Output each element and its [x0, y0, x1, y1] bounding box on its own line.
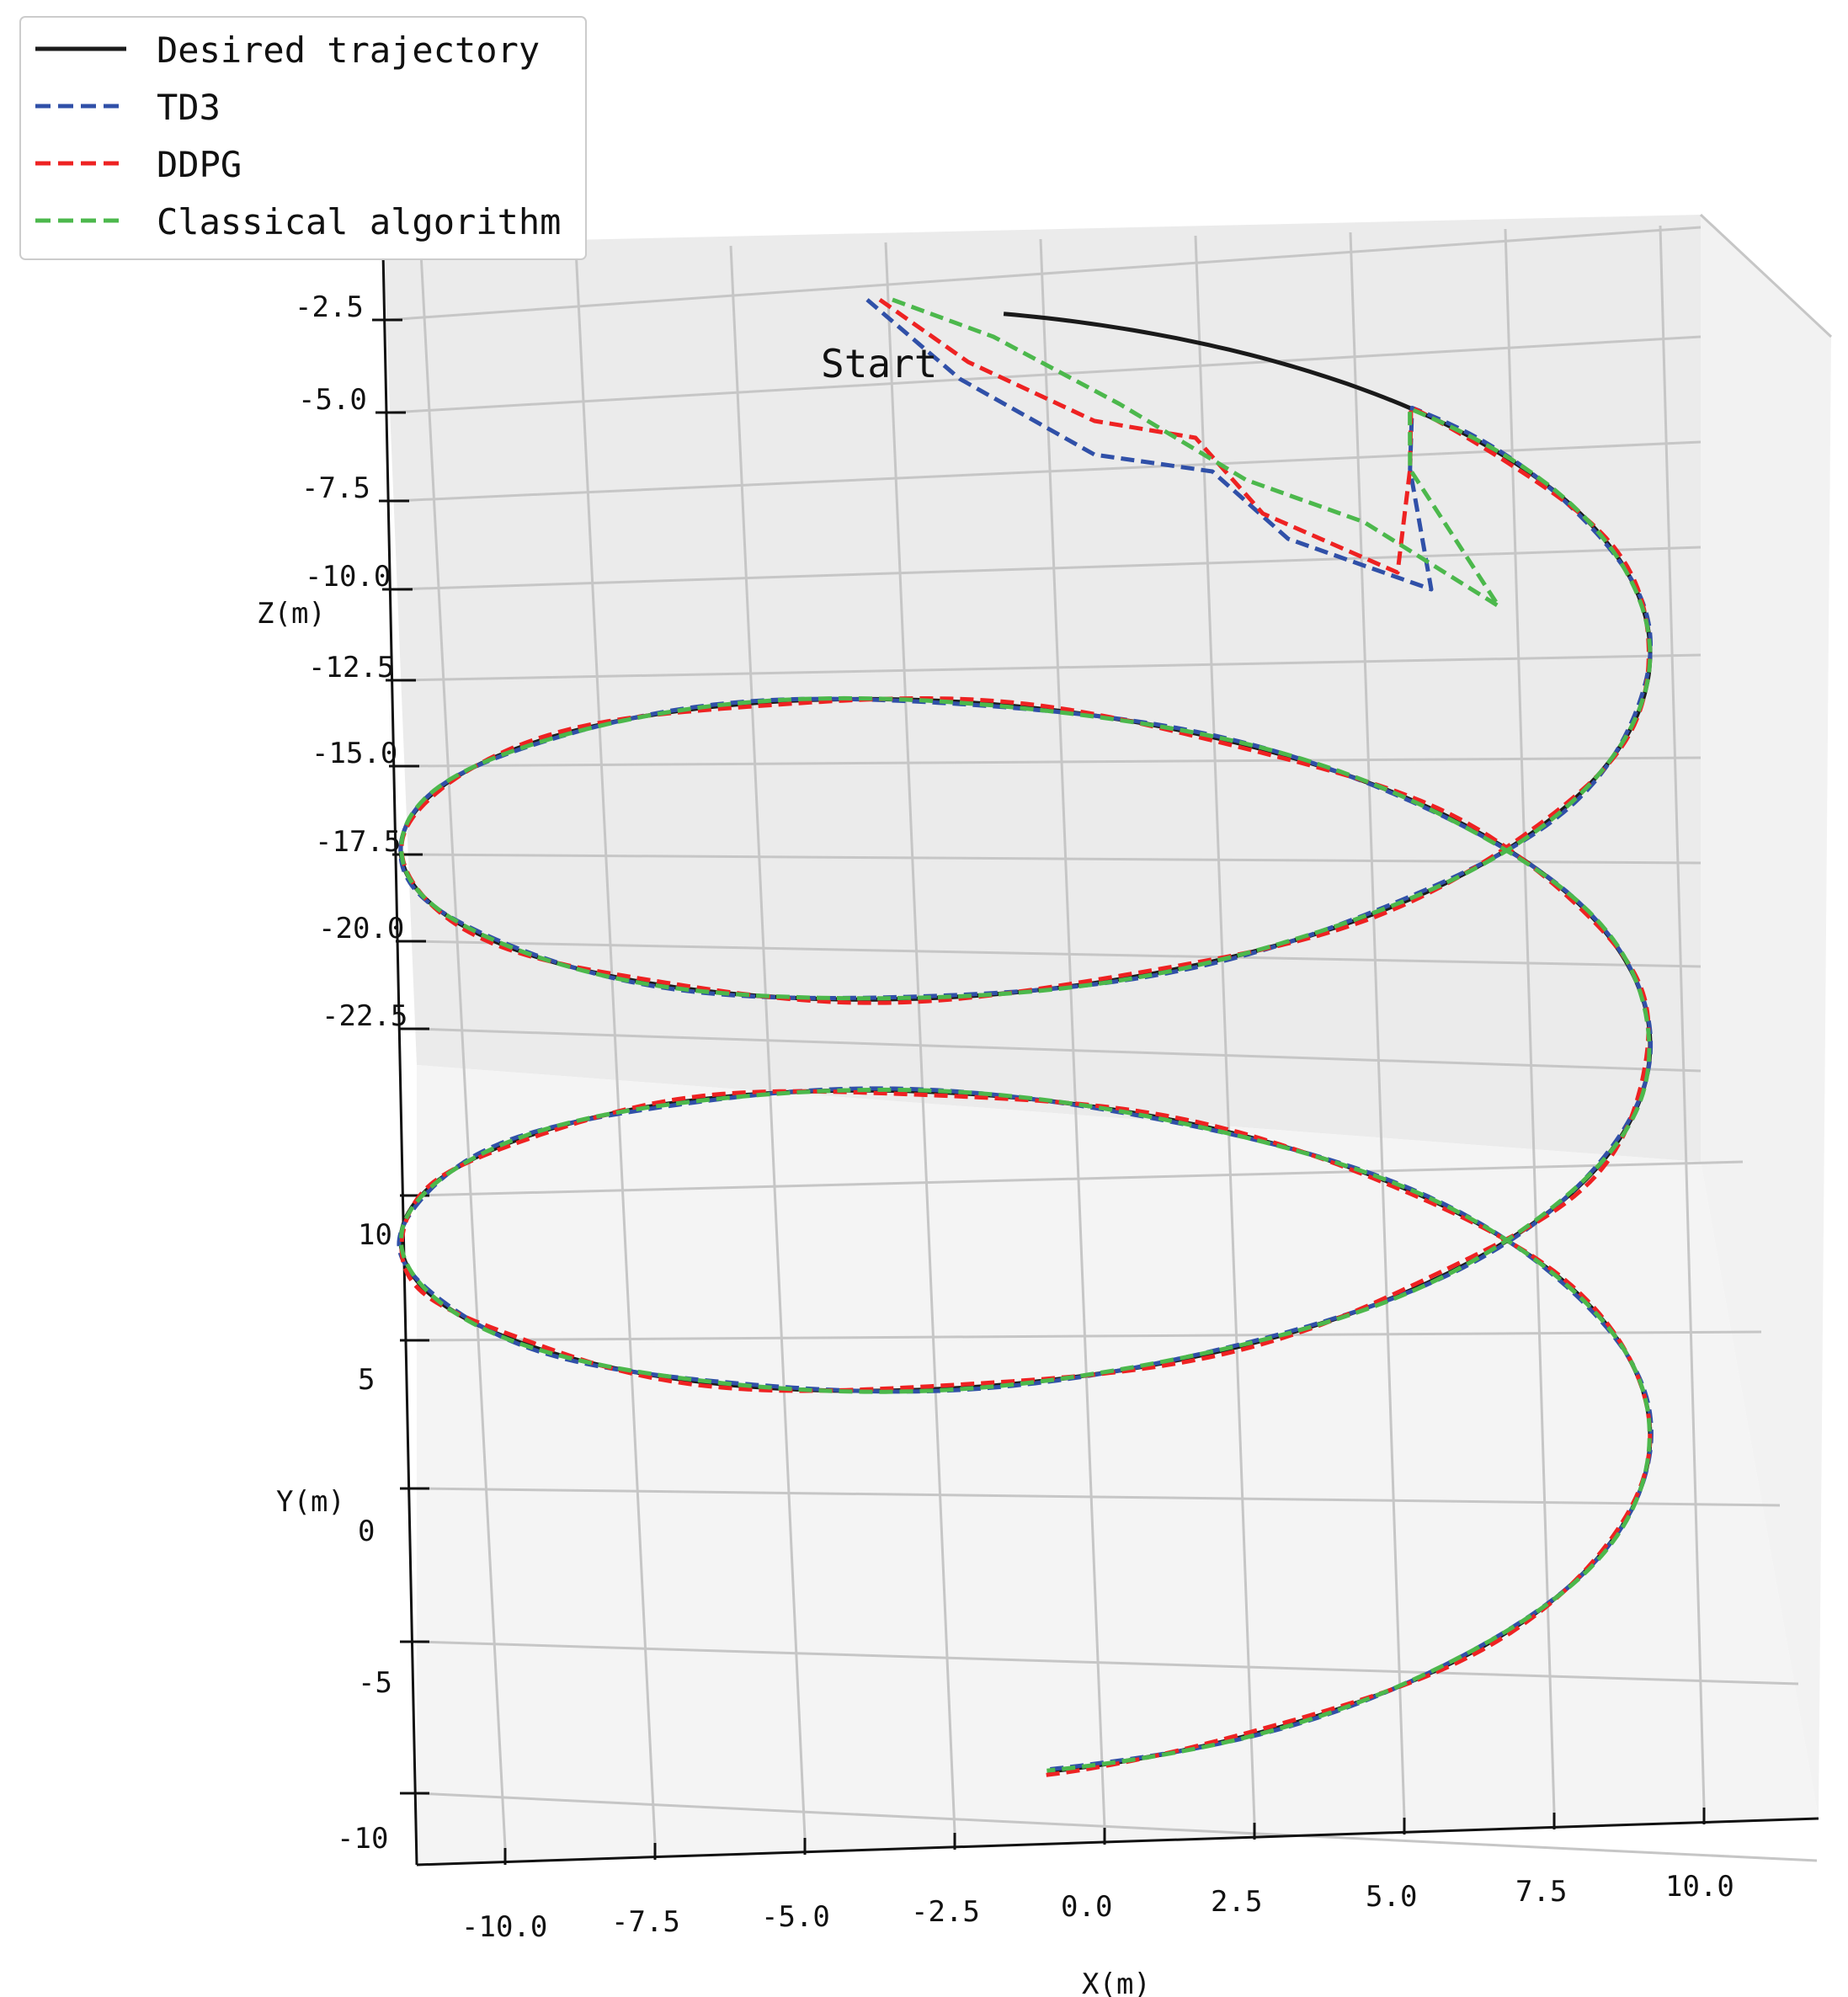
x-tick-label: -5.0	[761, 1900, 830, 1934]
grid-line-z	[386, 226, 1702, 322]
grid-line-y	[416, 1487, 1781, 1507]
legend-label-td3: TD3	[157, 87, 221, 128]
x-axis-spine	[416, 1817, 1819, 1867]
grid-line-y	[416, 1792, 1818, 1862]
grid-line-z	[390, 335, 1702, 414]
y-axis-title: Y(m)	[276, 1485, 345, 1519]
z-tick-label: -20.0	[318, 912, 404, 945]
grid-line-y	[416, 1330, 1762, 1342]
trajectory-series	[397, 297, 1654, 1777]
z-tick-label: -22.5	[322, 999, 407, 1033]
y-tick-label: 5	[358, 1363, 375, 1397]
y-tick-label: -10	[337, 1822, 388, 1856]
grid-line-x	[1659, 225, 1706, 1808]
y-tick-label: 0	[358, 1515, 375, 1548]
start-annotation: Start	[821, 341, 937, 386]
grid-line-z	[400, 653, 1702, 682]
x-tick-label: 0.0	[1061, 1890, 1112, 1924]
side-pane	[1701, 215, 1831, 1819]
grid-line-z	[413, 1027, 1702, 1073]
x-tick-label: 5.0	[1366, 1880, 1417, 1914]
z-tick-label: -7.5	[301, 471, 370, 505]
legend: Desired trajectory TD3 DDPG Classical al…	[19, 16, 587, 260]
z-tick-label: -10.0	[305, 560, 391, 594]
grid-line-x	[1504, 228, 1556, 1813]
grid-line-x	[574, 248, 657, 1844]
x-tick-label: -10.0	[461, 1910, 547, 1944]
legend-label-classical: Classical algorithm	[157, 201, 561, 242]
x-axis-title: X(m)	[1082, 1968, 1151, 1997]
z-axis-title: Z(m)	[257, 597, 326, 631]
grid-line-y	[416, 1640, 1799, 1685]
grid-line-x	[884, 242, 956, 1834]
legend-label-ddpg: DDPG	[157, 144, 242, 185]
floor-pane	[417, 1065, 1819, 1865]
series-line-td3	[397, 298, 1654, 1772]
grid-line-x	[1039, 238, 1106, 1829]
grid-line-y	[416, 1160, 1744, 1197]
x-tick-label: 10.0	[1665, 1870, 1734, 1904]
grid-line-x	[1194, 235, 1256, 1824]
axis-lines	[372, 252, 1819, 1867]
grid-line-z	[397, 546, 1702, 591]
x-tick-label: 7.5	[1515, 1875, 1567, 1909]
grid-line-x	[1349, 232, 1406, 1819]
z-tick-label: -15.0	[312, 737, 397, 770]
grid-lines	[386, 213, 1833, 1862]
x-tick-label: -7.5	[611, 1905, 680, 1939]
x-tick-label: -2.5	[911, 1895, 980, 1929]
y-tick-label: 10	[358, 1218, 392, 1252]
grid-line-z	[393, 440, 1702, 503]
z-tick-label: -12.5	[308, 651, 394, 684]
grid-line-x	[419, 252, 507, 1849]
grid-line-z	[410, 940, 1702, 968]
tick-labels: -10.0 -7.5 -5.0 -2.5 0.0 2.5 5.0 7.5 10.0 -2.5 -5.…	[295, 290, 1734, 1944]
z-tick-label: -2.5	[295, 290, 364, 324]
pane-edge	[1699, 213, 1833, 338]
back-pane	[383, 215, 1701, 1162]
x-tick-label: 2.5	[1211, 1885, 1262, 1919]
y-tick-label: -5	[358, 1666, 392, 1700]
series-line-ddpg	[399, 297, 1653, 1777]
grid-line-z	[403, 756, 1702, 768]
z-tick-label: -5.0	[298, 383, 367, 417]
legend-label-desired: Desired trajectory	[157, 29, 540, 71]
z-axis-spine	[381, 252, 418, 1866]
grid-line-x	[729, 245, 807, 1839]
z-tick-label: -17.5	[315, 825, 401, 859]
legend-box	[19, 16, 587, 260]
